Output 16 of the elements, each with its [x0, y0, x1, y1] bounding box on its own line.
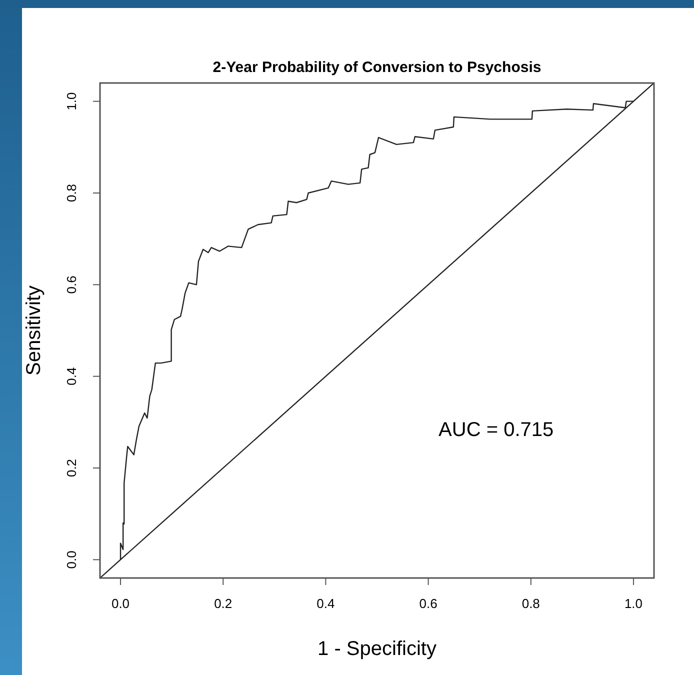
x-tick-label: 0.8: [522, 596, 540, 611]
y-tick-label: 0.8: [64, 184, 79, 202]
y-axis-title: Sensitivity: [23, 285, 45, 376]
x-axis-title: 1 - Specificity: [318, 638, 436, 660]
y-tick-label: 0.4: [64, 367, 79, 386]
x-tick-label: 0.2: [214, 596, 232, 611]
chart-title: 2-Year Probability of Conversion to Psychosis: [212, 59, 542, 76]
x-tick-label: 0.0: [111, 596, 130, 611]
y-tick-label: 0.0: [64, 550, 79, 569]
annotation: AUC = 0.715: [438, 418, 554, 441]
y-tick-label: 1.0: [64, 92, 79, 110]
y-tick-label: 0.2: [64, 458, 79, 478]
y-tick-label: 0.6: [64, 276, 79, 294]
x-tick-label: 0.4: [316, 596, 335, 611]
x-tick-label: 0.6: [419, 596, 438, 611]
x-tick-label: 1.0: [624, 596, 643, 611]
